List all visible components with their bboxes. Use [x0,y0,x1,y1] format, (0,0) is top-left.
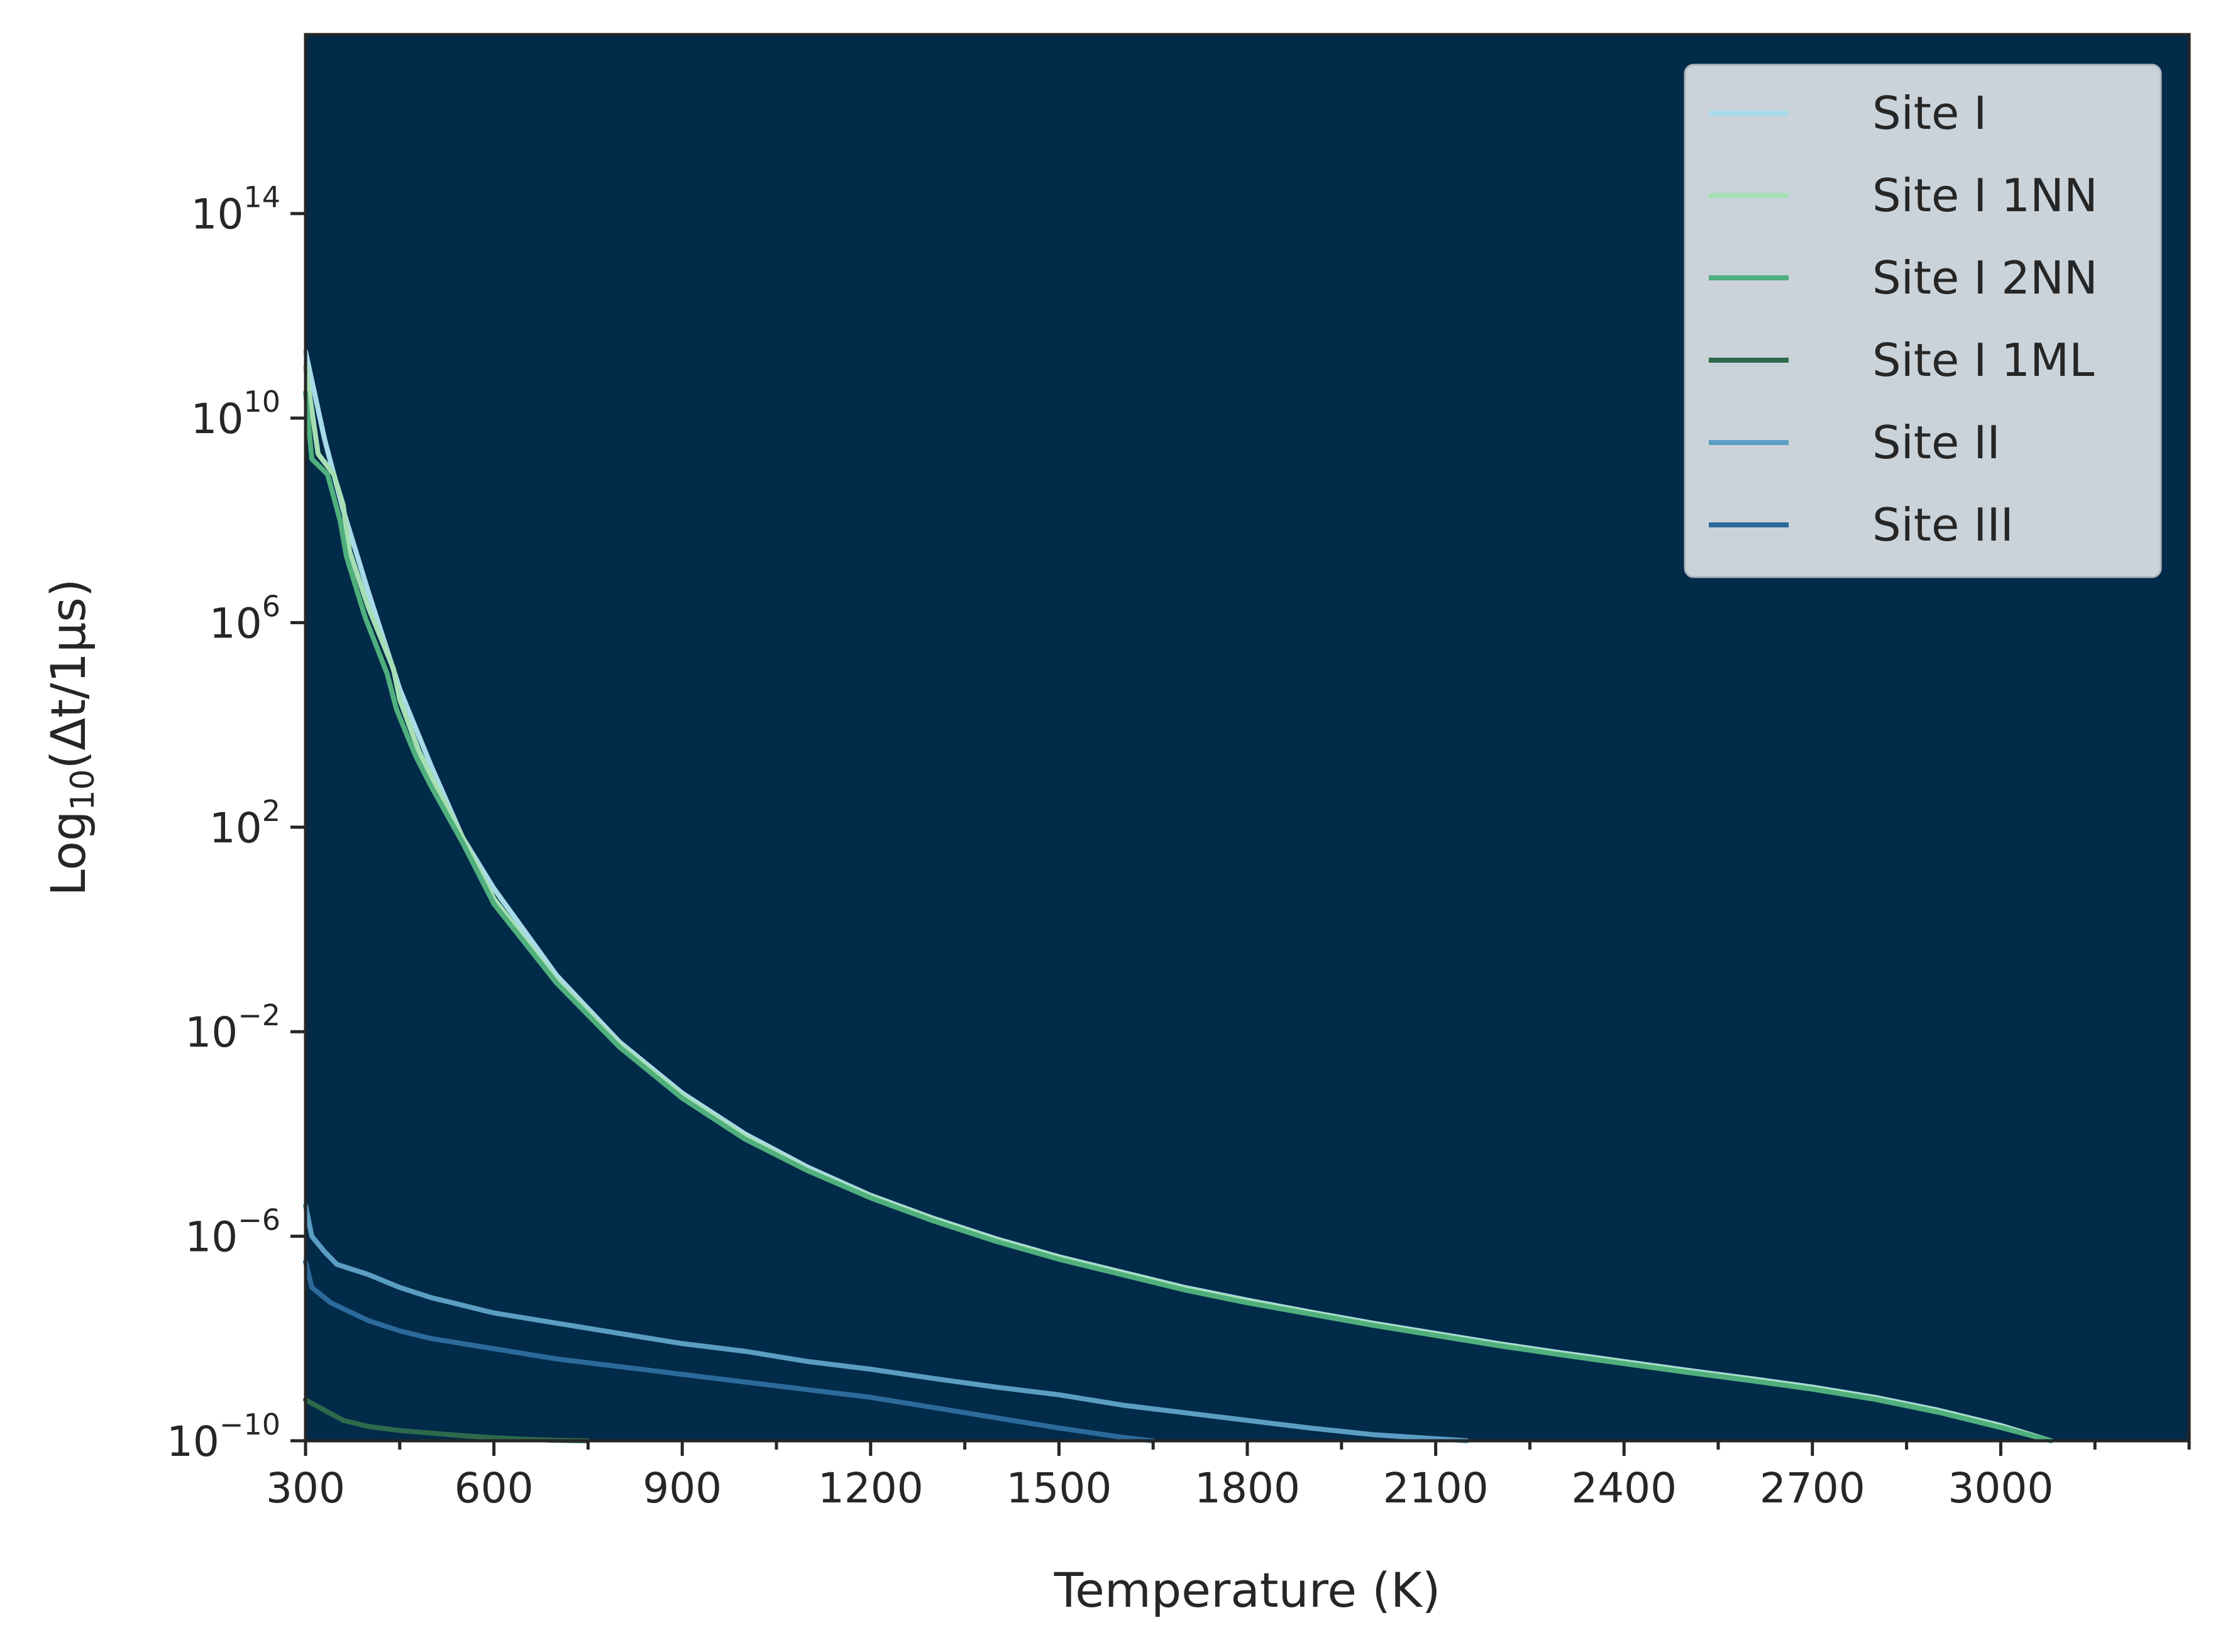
y-axis-label-suffix: (Δt/1μs) [40,579,96,769]
y-tick-base: 10 [190,190,243,239]
y-tick-exponent: −2 [238,998,280,1032]
legend-label-5: Site II [1872,416,2001,469]
y-tick-base: 10 [209,599,262,647]
x-tick-label: 1200 [818,1464,924,1512]
y-tick-label: 102 [209,794,280,852]
x-tick-label: 2700 [1760,1464,1865,1512]
y-tick-label: 10−10 [167,1407,280,1466]
x-tick-label: 3000 [1948,1464,2053,1512]
y-axis-label-prefix: Log [40,811,96,896]
y-tick-label: 1014 [190,180,280,239]
legend-label-4: Site I 1ML [1872,334,2094,387]
y-tick-exponent: 10 [243,385,280,419]
x-axis-label: Temperature (K) [1054,1562,1441,1618]
y-tick-base: 10 [167,1418,219,1466]
y-tick-exponent: 2 [262,794,280,828]
x-tick-label: 2400 [1571,1464,1677,1512]
y-tick-label: 10−2 [185,998,280,1057]
x-tick-label: 600 [455,1464,534,1512]
y-tick-base: 10 [209,804,262,852]
legend-label-6: Site III [1872,498,2014,551]
x-tick-label: 300 [266,1464,345,1512]
series-line-3 [303,390,2054,1443]
series-layer [303,349,2054,1443]
y-tick-base: 10 [185,1213,238,1262]
legend-label-2: Site I 1NN [1872,169,2098,222]
legend-box [1684,63,2162,578]
y-tick-label: 106 [209,589,280,647]
y-tick-exponent: 6 [262,589,280,623]
y-tick-label: 10−6 [185,1203,280,1262]
x-axis: 300 600 900 1200 1500 1800 2100 2400 2700 3000 [266,1441,2191,1512]
x-tick-label: 900 [643,1464,722,1512]
legend-label-1: Site I [1872,87,1987,140]
y-axis-label: Log10(Δt/1μs) [40,579,102,896]
legend-items: Site I Site I 1NN Site I 2NN Site I 1ML Site… [1709,87,2098,551]
y-tick-label: 1010 [190,385,280,443]
x-tick-label: 1500 [1006,1464,1112,1512]
y-tick-exponent: −10 [219,1407,280,1441]
series-line-6 [303,1259,1156,1443]
y-axis-label-subscript: 10 [64,769,102,811]
y-tick-exponent: 14 [243,180,280,214]
legend: Site I Site I 1NN Site I 2NN Site I 1ML Site… [1684,63,2162,578]
series-line-5 [303,1203,1470,1443]
legend-label-3: Site I 2NN [1872,251,2098,304]
y-tick-base: 10 [185,1008,238,1057]
y-tick-base: 10 [190,395,243,443]
y-tick-exponent: −6 [238,1203,280,1237]
x-tick-label: 2100 [1383,1464,1489,1512]
x-tick-label: 1800 [1195,1464,1300,1512]
